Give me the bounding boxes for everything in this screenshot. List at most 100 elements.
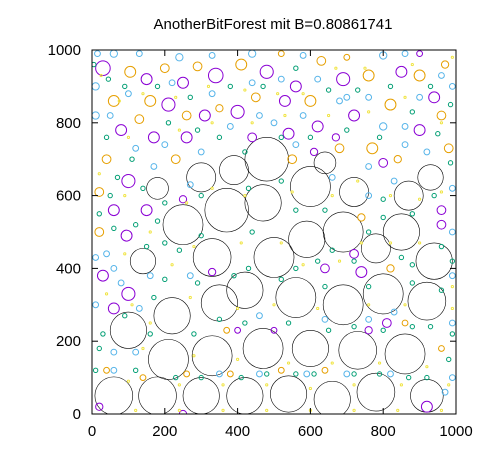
circle-mark: [177, 128, 181, 132]
circle-mark: [308, 386, 312, 391]
circle-mark: [147, 331, 153, 337]
circle-mark: [313, 380, 351, 414]
circle-mark: [182, 377, 220, 414]
circle-mark: [208, 52, 216, 59]
circle-mark: [109, 50, 118, 58]
circle-mark: [92, 61, 97, 68]
circle-mark: [96, 345, 102, 352]
circle-mark: [248, 50, 257, 58]
circle-mark: [188, 295, 192, 300]
circle-mark: [239, 241, 243, 245]
circle-mark: [110, 264, 118, 272]
circle-mark: [393, 155, 402, 164]
circle-mark: [436, 110, 447, 121]
circle-mark: [406, 374, 412, 381]
circle-mark: [416, 50, 424, 58]
circle-mark: [403, 303, 407, 307]
circle-mark: [344, 127, 350, 133]
circle-mark: [285, 320, 292, 326]
circle-mark: [111, 225, 117, 232]
circle-mark: [329, 247, 335, 253]
circle-mark: [92, 254, 100, 261]
circle-mark: [159, 63, 170, 74]
circle-mark: [380, 196, 386, 202]
circle-mark: [140, 73, 153, 86]
circle-mark: [186, 162, 217, 193]
circle-mark: [409, 262, 416, 268]
x-tick-label: 200: [152, 423, 177, 440]
circle-mark: [378, 157, 389, 168]
circle-mark: [168, 79, 176, 87]
x-tick-label: 600: [298, 423, 323, 440]
circle-mark: [107, 204, 120, 217]
circle-mark: [92, 111, 100, 120]
circle-mark: [321, 315, 329, 323]
circle-mark: [176, 247, 183, 253]
circle-mark: [141, 346, 145, 351]
circle-mark: [290, 166, 331, 207]
circle-mark: [416, 93, 424, 101]
circle-mark: [126, 379, 130, 383]
x-tick-label: 400: [225, 423, 250, 440]
circle-mark: [256, 312, 263, 320]
circle-mark: [174, 95, 178, 99]
circle-mark: [242, 328, 284, 369]
circle-mark: [208, 90, 216, 98]
circle-mark: [438, 72, 445, 79]
circle-mark: [365, 315, 373, 323]
circle-mark: [336, 97, 343, 105]
circle-mark: [138, 376, 177, 414]
circle-mark: [104, 292, 109, 296]
circle-mark: [382, 213, 420, 251]
circle-mark: [365, 192, 373, 200]
circle-mark: [272, 303, 276, 307]
circle-mark: [103, 250, 110, 258]
circle-mark: [443, 143, 454, 154]
circle-mark: [198, 232, 204, 239]
circle-mark: [410, 379, 444, 413]
circle-mark: [288, 220, 326, 258]
circle-mark: [384, 333, 426, 375]
circle-mark: [133, 367, 139, 374]
circle-mark: [275, 277, 317, 318]
circle-mark: [365, 93, 373, 101]
circle-mark: [424, 374, 430, 381]
circle-mark: [313, 151, 337, 175]
circle-mark: [436, 219, 447, 230]
circle-mark: [311, 120, 324, 133]
circle-mark: [367, 303, 371, 307]
circle-mark: [96, 269, 109, 282]
circle-mark: [322, 283, 328, 290]
circle-mark: [420, 400, 433, 413]
circle-mark: [192, 238, 232, 277]
circle-mark: [325, 327, 332, 333]
circle-mark: [191, 335, 233, 377]
circle-mark: [278, 178, 284, 184]
circle-mark: [103, 134, 110, 141]
circle-mark: [425, 365, 429, 369]
circle-mark: [248, 79, 256, 87]
circle-mark: [439, 121, 444, 125]
circle-mark: [197, 148, 205, 156]
circle-mark: [277, 366, 285, 374]
circle-mark: [146, 177, 169, 200]
circle-mark: [122, 83, 128, 90]
circle-mark: [351, 258, 357, 264]
circle-mark: [216, 134, 223, 141]
circle-mark: [135, 50, 143, 58]
circle-mark: [448, 82, 456, 90]
circle-mark: [177, 408, 181, 412]
circle-mark: [428, 91, 441, 104]
circle-mark: [162, 204, 204, 246]
circle-mark: [230, 104, 245, 119]
circle-mark: [450, 285, 454, 289]
circle-mark: [140, 185, 146, 192]
circle-mark: [336, 72, 351, 87]
circle-mark: [130, 303, 134, 307]
circle-mark: [289, 80, 302, 93]
circle-mark: [395, 65, 408, 78]
circle-mark: [216, 316, 223, 323]
circle-mark: [101, 154, 112, 165]
circle-mark: [447, 160, 454, 166]
circle-mark: [249, 229, 255, 235]
